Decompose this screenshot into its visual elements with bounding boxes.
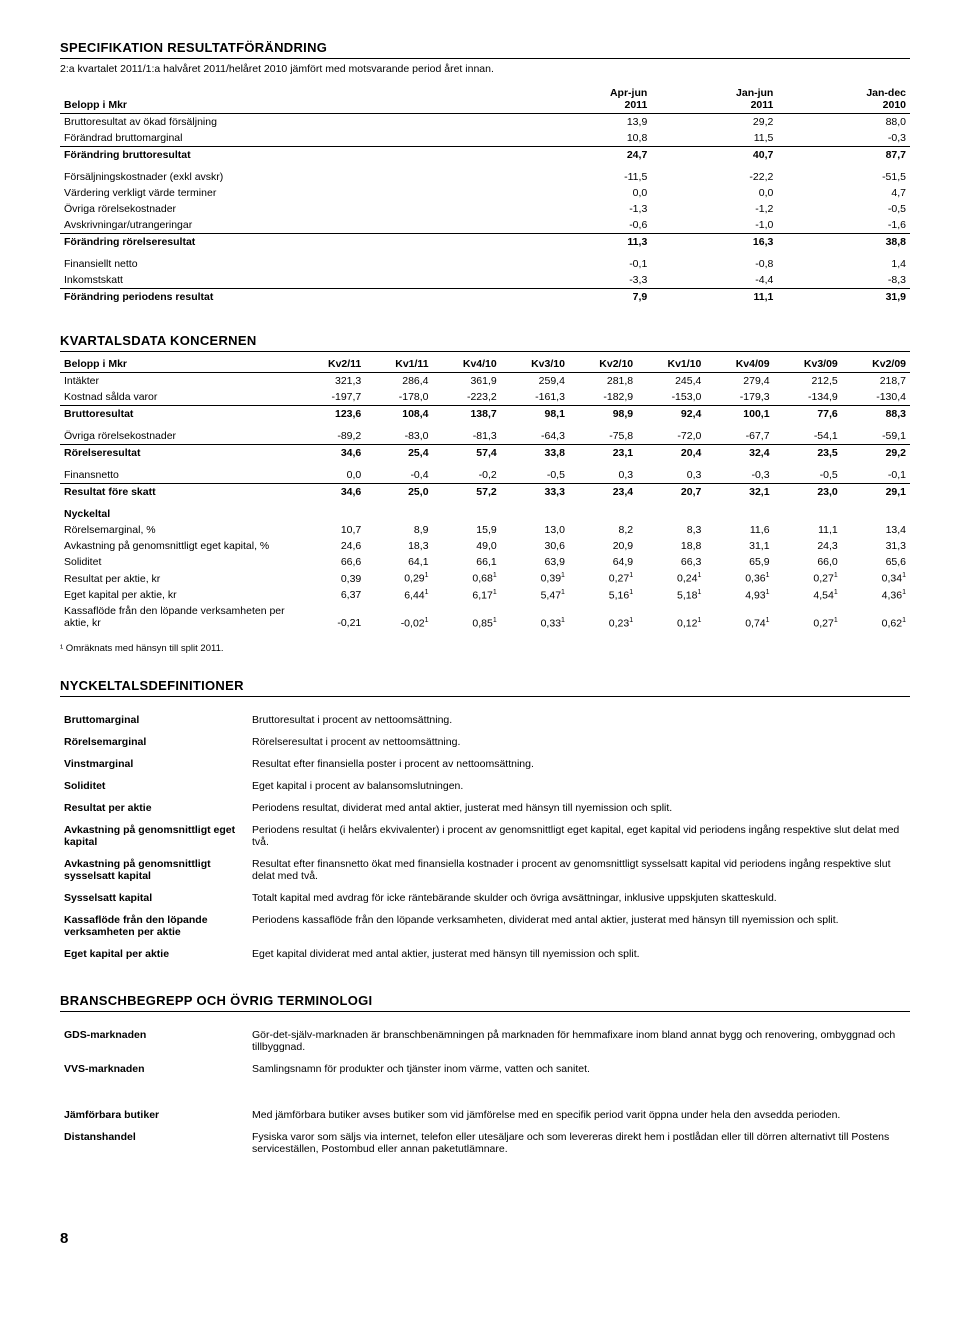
table-row: VinstmarginalResultat efter finansiella … <box>60 753 910 775</box>
table-row: GDS-marknadenGör-det-själv-marknaden är … <box>60 1024 910 1058</box>
table-row: Finansiellt netto-0,1-0,81,4 <box>60 256 910 272</box>
table-row: Eget kapital per aktie, kr6,376,4416,171… <box>60 587 910 604</box>
table-row: Avkastning på genomsnittligt sysselsatt … <box>60 853 910 887</box>
table-row: Kassaflöde från den löpande verksamheten… <box>60 909 910 943</box>
table-row: Kostnad sålda varor-197,7-178,0-223,2-16… <box>60 389 910 406</box>
table-row: Värdering verkligt värde terminer0,00,04… <box>60 185 910 201</box>
table-row: Intäkter321,3286,4361,9259,4281,8245,427… <box>60 373 910 390</box>
table-row: Förändring rörelseresultat11,316,338,8 <box>60 234 910 251</box>
table-row: Jämförbara butikerMed jämförbara butiker… <box>60 1104 910 1126</box>
table-row: DistanshandelFysiska varor som säljs via… <box>60 1126 910 1160</box>
section-title-spec: SPECIFIKATION RESULTATFÖRÄNDRING <box>60 40 910 59</box>
table-terms: GDS-marknadenGör-det-själv-marknaden är … <box>60 1024 910 1160</box>
table-row: Avskrivningar/utrangeringar-0,6-1,0-1,6 <box>60 217 910 234</box>
table-row: Bruttoresultat av ökad försäljning13,929… <box>60 114 910 131</box>
table-row: Soliditet66,664,166,163,964,966,365,966,… <box>60 554 910 570</box>
table-row: Förändring bruttoresultat24,740,787,7 <box>60 147 910 164</box>
section-title-kvartal: KVARTALSDATA KONCERNEN <box>60 333 910 352</box>
footnote: ¹ Omräknats med hänsyn till split 2011. <box>60 643 910 654</box>
table-row: Bruttoresultat123,6108,4138,798,198,992,… <box>60 406 910 423</box>
table-row: Resultat före skatt34,625,057,233,323,42… <box>60 484 910 501</box>
table-header: Belopp i MkrKv2/11Kv1/11Kv4/10Kv3/10Kv2/… <box>60 356 910 373</box>
table-row: Kassaflöde från den löpande verksamheten… <box>60 603 910 631</box>
col-jandec: Jan-dec2010 <box>777 85 910 114</box>
table-row: Övriga rörelsekostnader-1,3-1,2-0,5 <box>60 201 910 217</box>
page-number: 8 <box>60 1230 910 1247</box>
table-row: Sysselsatt kapitalTotalt kapital med avd… <box>60 887 910 909</box>
col-janjun: Jan-jun2011 <box>651 85 777 114</box>
section-subtitle: 2:a kvartalet 2011/1:a halvåret 2011/hel… <box>60 63 910 75</box>
table-row: Rörelsemarginal, %10,78,915,913,08,28,31… <box>60 522 910 538</box>
col-aprjun: Apr-jun2011 <box>525 85 651 114</box>
table-row: SoliditetEget kapital i procent av balan… <box>60 775 910 797</box>
table-row: Avkastning på genomsnittligt eget kapita… <box>60 538 910 554</box>
table-kvartal: Belopp i MkrKv2/11Kv1/11Kv4/10Kv3/10Kv2/… <box>60 356 910 631</box>
section-title-defs: NYCKELTALSDEFINITIONER <box>60 678 910 697</box>
table-defs: BruttomarginalBruttoresultat i procent a… <box>60 709 910 965</box>
section-title-terms: BRANSCHBEGREPP OCH ÖVRIG TERMINOLOGI <box>60 993 910 1012</box>
col-label: Belopp i Mkr <box>60 85 525 114</box>
table-row: BruttomarginalBruttoresultat i procent a… <box>60 709 910 731</box>
table-row: Nyckeltal <box>60 506 910 522</box>
table-row: Eget kapital per aktieEget kapital divid… <box>60 943 910 965</box>
table-row: VVS-marknadenSamlingsnamn för produkter … <box>60 1058 910 1080</box>
table-row: Avkastning på genomsnittligt eget kapita… <box>60 819 910 853</box>
table-row: Övriga rörelsekostnader-89,2-83,0-81,3-6… <box>60 428 910 445</box>
table-row: Resultat per aktie, kr0,390,2910,6810,39… <box>60 570 910 587</box>
table-row: Resultat per aktiePeriodens resultat, di… <box>60 797 910 819</box>
table-row: Finansnetto0,0-0,4-0,2-0,50,30,3-0,3-0,5… <box>60 467 910 484</box>
table-row: Förändrad bruttomarginal10,811,5-0,3 <box>60 130 910 147</box>
table-row: Försäljningskostnader (exkl avskr)-11,5-… <box>60 169 910 185</box>
table-spec: Belopp i Mkr Apr-jun2011 Jan-jun2011 Jan… <box>60 85 910 305</box>
table-row: Förändring periodens resultat7,911,131,9 <box>60 289 910 306</box>
table-row: Inkomstskatt-3,3-4,4-8,3 <box>60 272 910 289</box>
table-row: RörelsemarginalRörelseresultat i procent… <box>60 731 910 753</box>
table-row: Rörelseresultat34,625,457,433,823,120,43… <box>60 445 910 462</box>
